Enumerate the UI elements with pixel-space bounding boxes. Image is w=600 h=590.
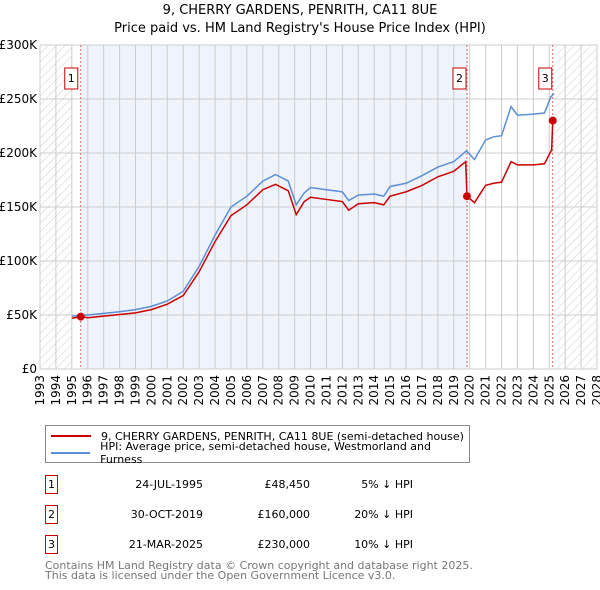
sale-price: £230,000 bbox=[257, 538, 311, 551]
y-tick-label: £300K bbox=[0, 38, 38, 52]
chart-subtitle: Price paid vs. HM Land Registry's House … bbox=[114, 21, 486, 36]
sale-date: 30-OCT-2019 bbox=[130, 508, 203, 521]
x-tick-label: 2021 bbox=[479, 375, 493, 406]
footer: Contains HM Land Registry data © Crown c… bbox=[45, 559, 473, 582]
legend-red-line bbox=[51, 435, 91, 437]
plot-border bbox=[39, 44, 598, 370]
sale-price: £48,450 bbox=[264, 478, 311, 491]
table-row: 2 30-OCT-2019 £160,000 20% ↓ HPI bbox=[45, 505, 445, 525]
x-tick-label: 2018 bbox=[431, 375, 445, 406]
table-row: 1 24-JUL-1995 £48,450 5% ↓ HPI bbox=[45, 475, 445, 495]
x-tick-label: 1997 bbox=[97, 375, 111, 406]
sale-badge: 1 bbox=[45, 475, 58, 494]
x-tick-label: 2001 bbox=[160, 375, 174, 406]
x-tick-label: 2026 bbox=[558, 375, 572, 406]
x-tick-label: 1998 bbox=[113, 375, 127, 406]
sale-date: 21-MAR-2025 bbox=[128, 538, 203, 551]
x-tick-label: 2024 bbox=[526, 375, 540, 406]
sale-hpi-diff: 5% ↓ HPI bbox=[361, 478, 413, 491]
footer-licence: This data is licensed under the Open Gov… bbox=[45, 569, 396, 582]
sale-badge: 2 bbox=[45, 505, 58, 524]
y-tick-label: £100K bbox=[0, 254, 38, 268]
sale-hpi-diff: 10% ↓ HPI bbox=[354, 538, 413, 551]
x-tick-label: 2000 bbox=[144, 375, 158, 406]
x-tick-label: 1995 bbox=[65, 375, 79, 406]
x-tick-label: 1993 bbox=[33, 375, 47, 406]
sale-label: 2 bbox=[456, 72, 463, 85]
footer-copyright: Contains HM Land Registry data © Crown c… bbox=[45, 559, 473, 572]
legend-hpi: HPI: Average price, semi-detached house,… bbox=[100, 440, 431, 466]
x-tick-label: 2010 bbox=[304, 375, 318, 406]
sale-point bbox=[462, 192, 471, 201]
legend-blue-line bbox=[51, 452, 91, 454]
y-tick-label: £50K bbox=[6, 308, 38, 322]
sale-label-box bbox=[64, 67, 79, 90]
sale-point bbox=[76, 312, 85, 321]
price-paid-line bbox=[71, 120, 554, 319]
x-tick-label: 2005 bbox=[224, 375, 238, 406]
x-tick-label: 2011 bbox=[319, 375, 333, 406]
x-tick-label: 1996 bbox=[81, 375, 95, 406]
chart-title: 9, CHERRY GARDENS, PENRITH, CA11 8UE bbox=[162, 3, 438, 18]
sale-label-box bbox=[452, 67, 467, 90]
x-tick-label: 2019 bbox=[447, 375, 461, 406]
hpi-line bbox=[71, 93, 555, 317]
x-tick-label: 2027 bbox=[574, 375, 588, 406]
table-row: 3 21-MAR-2025 £230,000 10% ↓ HPI bbox=[45, 535, 445, 555]
x-tick-label: 2004 bbox=[208, 375, 222, 406]
x-tick-label: 2025 bbox=[542, 375, 556, 406]
x-tick-label: 2009 bbox=[288, 375, 302, 406]
sale-label-box bbox=[538, 67, 553, 90]
x-tick-label: 1999 bbox=[128, 375, 142, 406]
y-tick-label: £0 bbox=[22, 362, 37, 376]
x-tick-label: 2016 bbox=[399, 375, 413, 406]
sale-point bbox=[548, 116, 557, 125]
sale-price: £160,000 bbox=[257, 508, 311, 521]
x-tick-label: 2003 bbox=[192, 375, 206, 406]
sale-date: 24-JUL-1995 bbox=[135, 478, 203, 491]
x-tick-label: 2023 bbox=[510, 375, 524, 406]
legend: 9, CHERRY GARDENS, PENRITH, CA11 8UE (se… bbox=[45, 425, 470, 466]
x-tick-label: 2014 bbox=[367, 375, 381, 406]
x-tick-label: 2020 bbox=[463, 375, 477, 406]
y-tick-label: £250K bbox=[0, 92, 38, 106]
price-chart: 1993 1994 1995 1996 1997 1998 1999 2000 2001 2002… bbox=[0, 38, 600, 406]
x-tick-label: 2028 bbox=[590, 375, 600, 406]
sale-label: 1 bbox=[68, 72, 75, 85]
x-tick-label: 2007 bbox=[256, 375, 270, 406]
y-tick-label: £150K bbox=[0, 200, 38, 214]
x-tick-label: 2008 bbox=[272, 375, 286, 406]
x-tick-label: 2015 bbox=[383, 375, 397, 406]
x-tick-label: 2017 bbox=[415, 375, 429, 406]
x-tick-label: 2006 bbox=[240, 375, 254, 406]
x-tick-label: 2022 bbox=[495, 375, 509, 406]
sale-hpi-diff: 20% ↓ HPI bbox=[354, 508, 413, 521]
x-tick-label: 1994 bbox=[49, 375, 63, 406]
sale-label: 3 bbox=[542, 72, 549, 85]
legend-property: 9, CHERRY GARDENS, PENRITH, CA11 8UE (se… bbox=[101, 429, 464, 443]
x-tick-label: 2013 bbox=[351, 375, 365, 406]
x-tick-label: 2002 bbox=[176, 375, 190, 406]
sale-badge: 3 bbox=[45, 535, 58, 554]
y-tick-label: £200K bbox=[0, 146, 38, 160]
x-tick-label: 2012 bbox=[335, 375, 349, 406]
